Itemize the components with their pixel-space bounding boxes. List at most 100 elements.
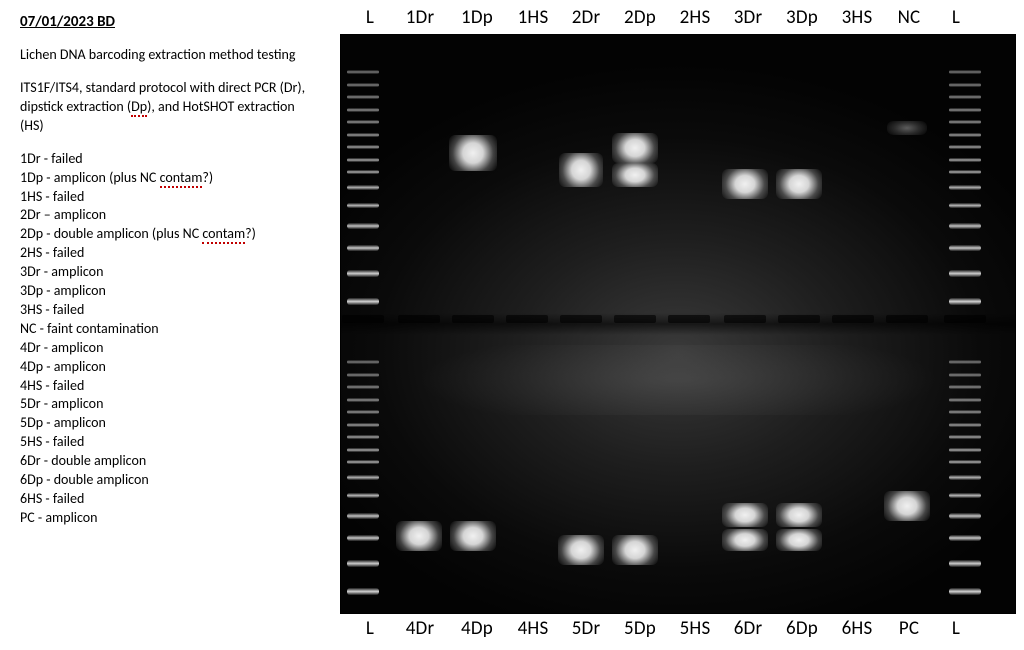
gel-band xyxy=(776,169,822,199)
lane-label: L xyxy=(348,6,392,29)
gel-band xyxy=(612,163,658,187)
result-text: - amplicon xyxy=(41,339,104,356)
result-text: - double amplicon xyxy=(41,452,147,469)
well-slot xyxy=(886,315,928,323)
well-slot xyxy=(668,315,710,323)
notes-p2-sp: Dp xyxy=(131,98,147,117)
result-text: - double amplicon xyxy=(43,471,149,488)
result-line: 1Dr - failed xyxy=(20,150,320,169)
ladder xyxy=(945,65,985,315)
gel-band xyxy=(612,535,658,565)
well-slot xyxy=(724,315,766,323)
result-line: 2HS - failed xyxy=(20,244,320,263)
result-label: 6HS xyxy=(20,490,42,507)
gel-band xyxy=(559,153,603,187)
lane-label: NC xyxy=(884,6,934,29)
result-spellerr: contam xyxy=(160,169,203,188)
result-text: - failed xyxy=(42,244,84,261)
lane-labels-bottom: L4Dr4Dp4HS5Dr5Dp5HS6Dr6Dp6HSPCL xyxy=(348,617,1014,640)
lane-label: 6HS xyxy=(830,617,884,640)
gel-band xyxy=(884,491,930,521)
result-label: 2Dr xyxy=(20,206,41,223)
results-list: 1Dr - failed1Dp - amplicon (plus NC cont… xyxy=(20,150,320,528)
lane-label: 2Dp xyxy=(612,6,668,29)
result-line: 3Dp - amplicon xyxy=(20,282,320,301)
result-label: 1Dr xyxy=(20,150,41,167)
result-line: 4Dp - amplicon xyxy=(20,358,320,377)
lane-label: 5Dr xyxy=(560,617,612,640)
gel-band xyxy=(722,529,768,551)
result-text: - amplicon xyxy=(41,263,104,280)
result-label: 6Dr xyxy=(20,452,41,469)
lane-label: 4Dr xyxy=(392,617,448,640)
notes-p1: Lichen DNA barcoding extraction method t… xyxy=(20,46,320,65)
result-line: 4Dr - amplicon xyxy=(20,339,320,358)
gel-band xyxy=(776,503,822,527)
gel-area: L1Dr1Dp1HS2Dr2Dp2HS3Dr3Dp3HSNCL L4Dr4Dp4… xyxy=(330,0,1024,650)
well-slot xyxy=(944,315,986,323)
result-text: - failed xyxy=(42,188,84,205)
result-line: 6Dp - double amplicon xyxy=(20,471,320,490)
result-label: 2HS xyxy=(20,244,42,261)
result-line: 3HS - failed xyxy=(20,301,320,320)
lane-label: L xyxy=(934,617,978,640)
result-text: - amplicon xyxy=(43,414,106,431)
lane-label: 5HS xyxy=(668,617,722,640)
result-label: 6Dp xyxy=(20,471,43,488)
result-label: 5Dp xyxy=(20,414,43,431)
lane-label: 1Dr xyxy=(392,6,448,29)
result-line: 2Dp - double amplicon (plus NC contam?) xyxy=(20,225,320,244)
well-slot xyxy=(342,315,384,323)
result-line: 6Dr - double amplicon xyxy=(20,452,320,471)
result-line: 5Dp - amplicon xyxy=(20,414,320,433)
gel-band xyxy=(558,535,604,565)
result-label: NC xyxy=(20,320,37,337)
result-label: 4Dp xyxy=(20,358,43,375)
result-label: 3Dr xyxy=(20,263,41,280)
lane-label: L xyxy=(934,6,978,29)
result-line: 5Dr - amplicon xyxy=(20,395,320,414)
notes-panel: 07/01/2023 BD Lichen DNA barcoding extra… xyxy=(0,0,330,650)
lane-label: 3Dr xyxy=(722,6,774,29)
lane-label: L xyxy=(348,617,392,640)
result-line: 2Dr – amplicon xyxy=(20,206,320,225)
lane-labels-top: L1Dr1Dp1HS2Dr2Dp2HS3Dr3Dp3HSNCL xyxy=(348,6,1014,29)
notes-title: 07/01/2023 BD xyxy=(20,12,320,32)
result-line: 1Dp - amplicon (plus NC contam?) xyxy=(20,169,320,188)
result-text: - failed xyxy=(42,301,84,318)
lane-label: PC xyxy=(884,617,934,640)
result-text: - amplicon xyxy=(43,358,106,375)
lane-label: 1HS xyxy=(506,6,560,29)
lane-label: 3HS xyxy=(830,6,884,29)
result-label: 1Dp xyxy=(20,169,43,186)
result-text: - failed xyxy=(42,377,84,394)
lane-label: 3Dp xyxy=(774,6,830,29)
gel-image xyxy=(340,34,1016,614)
gel-band xyxy=(449,135,497,171)
lane-label: 5Dp xyxy=(612,617,668,640)
page-root: 07/01/2023 BD Lichen DNA barcoding extra… xyxy=(0,0,1024,650)
result-text: - faint contamination xyxy=(37,320,159,337)
gel-band xyxy=(396,521,442,551)
result-text: – amplicon xyxy=(41,206,107,223)
ladder xyxy=(343,65,383,315)
well-slot xyxy=(398,315,440,323)
gel-band xyxy=(450,521,496,551)
gel-band xyxy=(887,121,927,135)
result-line: 5HS - failed xyxy=(20,433,320,452)
result-line: 3Dr - amplicon xyxy=(20,263,320,282)
result-tail: ?) xyxy=(202,169,213,186)
well-slot xyxy=(614,315,656,323)
notes-p2: ITS1F/ITS4, standard protocol with direc… xyxy=(20,79,320,136)
result-label: PC xyxy=(20,509,35,526)
lane-label: 1Dp xyxy=(448,6,506,29)
result-line: 1HS - failed xyxy=(20,188,320,207)
gel-band xyxy=(612,133,658,163)
result-tail: ?) xyxy=(245,225,256,242)
gel-band xyxy=(722,503,768,527)
well-slot xyxy=(452,315,494,323)
result-spellerr: contam xyxy=(202,225,245,244)
result-line: 4HS - failed xyxy=(20,377,320,396)
result-label: 5HS xyxy=(20,433,42,450)
well-slot xyxy=(778,315,820,323)
